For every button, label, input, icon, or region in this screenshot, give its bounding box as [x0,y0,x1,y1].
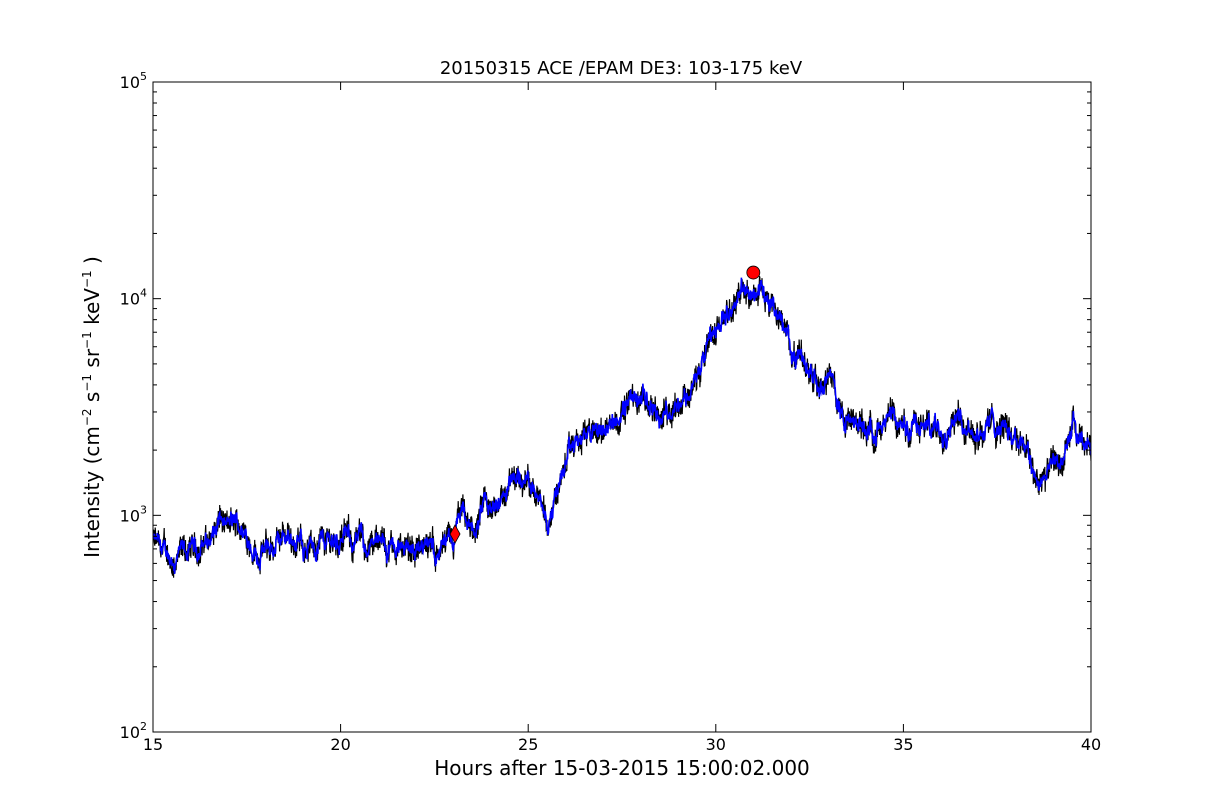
x-tick-label: 25 [518,735,538,754]
plot-area: 15 20 25 30 35 40 102 103 104 105 [120,70,1102,754]
y-tick-label: 102 [120,720,147,742]
y-tick-label: 104 [120,287,147,309]
x-tick-label: 20 [330,735,350,754]
x-tick-label: 35 [893,735,913,754]
y-label-exp-kev: −1 [80,270,94,288]
series-smoothed-line [153,277,1091,575]
x-tick-label: 40 [1081,735,1101,754]
y-tick-label: 103 [120,503,147,525]
y-label-exp-cm: −2 [80,408,94,426]
y-label-sr: sr [80,348,104,374]
onset-diamond-marker [449,524,461,544]
peak-circle-marker [746,265,761,280]
y-axis-label: Intensity (cm−2 s−1 sr−1 keV−1 ) [80,256,104,558]
chart-title: 20150315 ACE /EPAM DE3: 103-175 keV [440,58,803,79]
y-label-s: s [80,392,104,409]
y-label-kev: keV [80,288,104,332]
x-tick-label: 15 [143,735,163,754]
y-label-exp-sr: −1 [80,331,94,349]
x-tick-label: 30 [706,735,726,754]
x-axis-label: Hours after 15-03-2015 15:00:02.000 [434,756,810,780]
y-label-exp-s: −1 [80,374,94,392]
plot-frame [152,81,1092,733]
y-label-suffix: ) [80,256,104,270]
y-tick-label: 105 [120,70,147,92]
y-label-prefix: Intensity (cm [80,426,104,558]
